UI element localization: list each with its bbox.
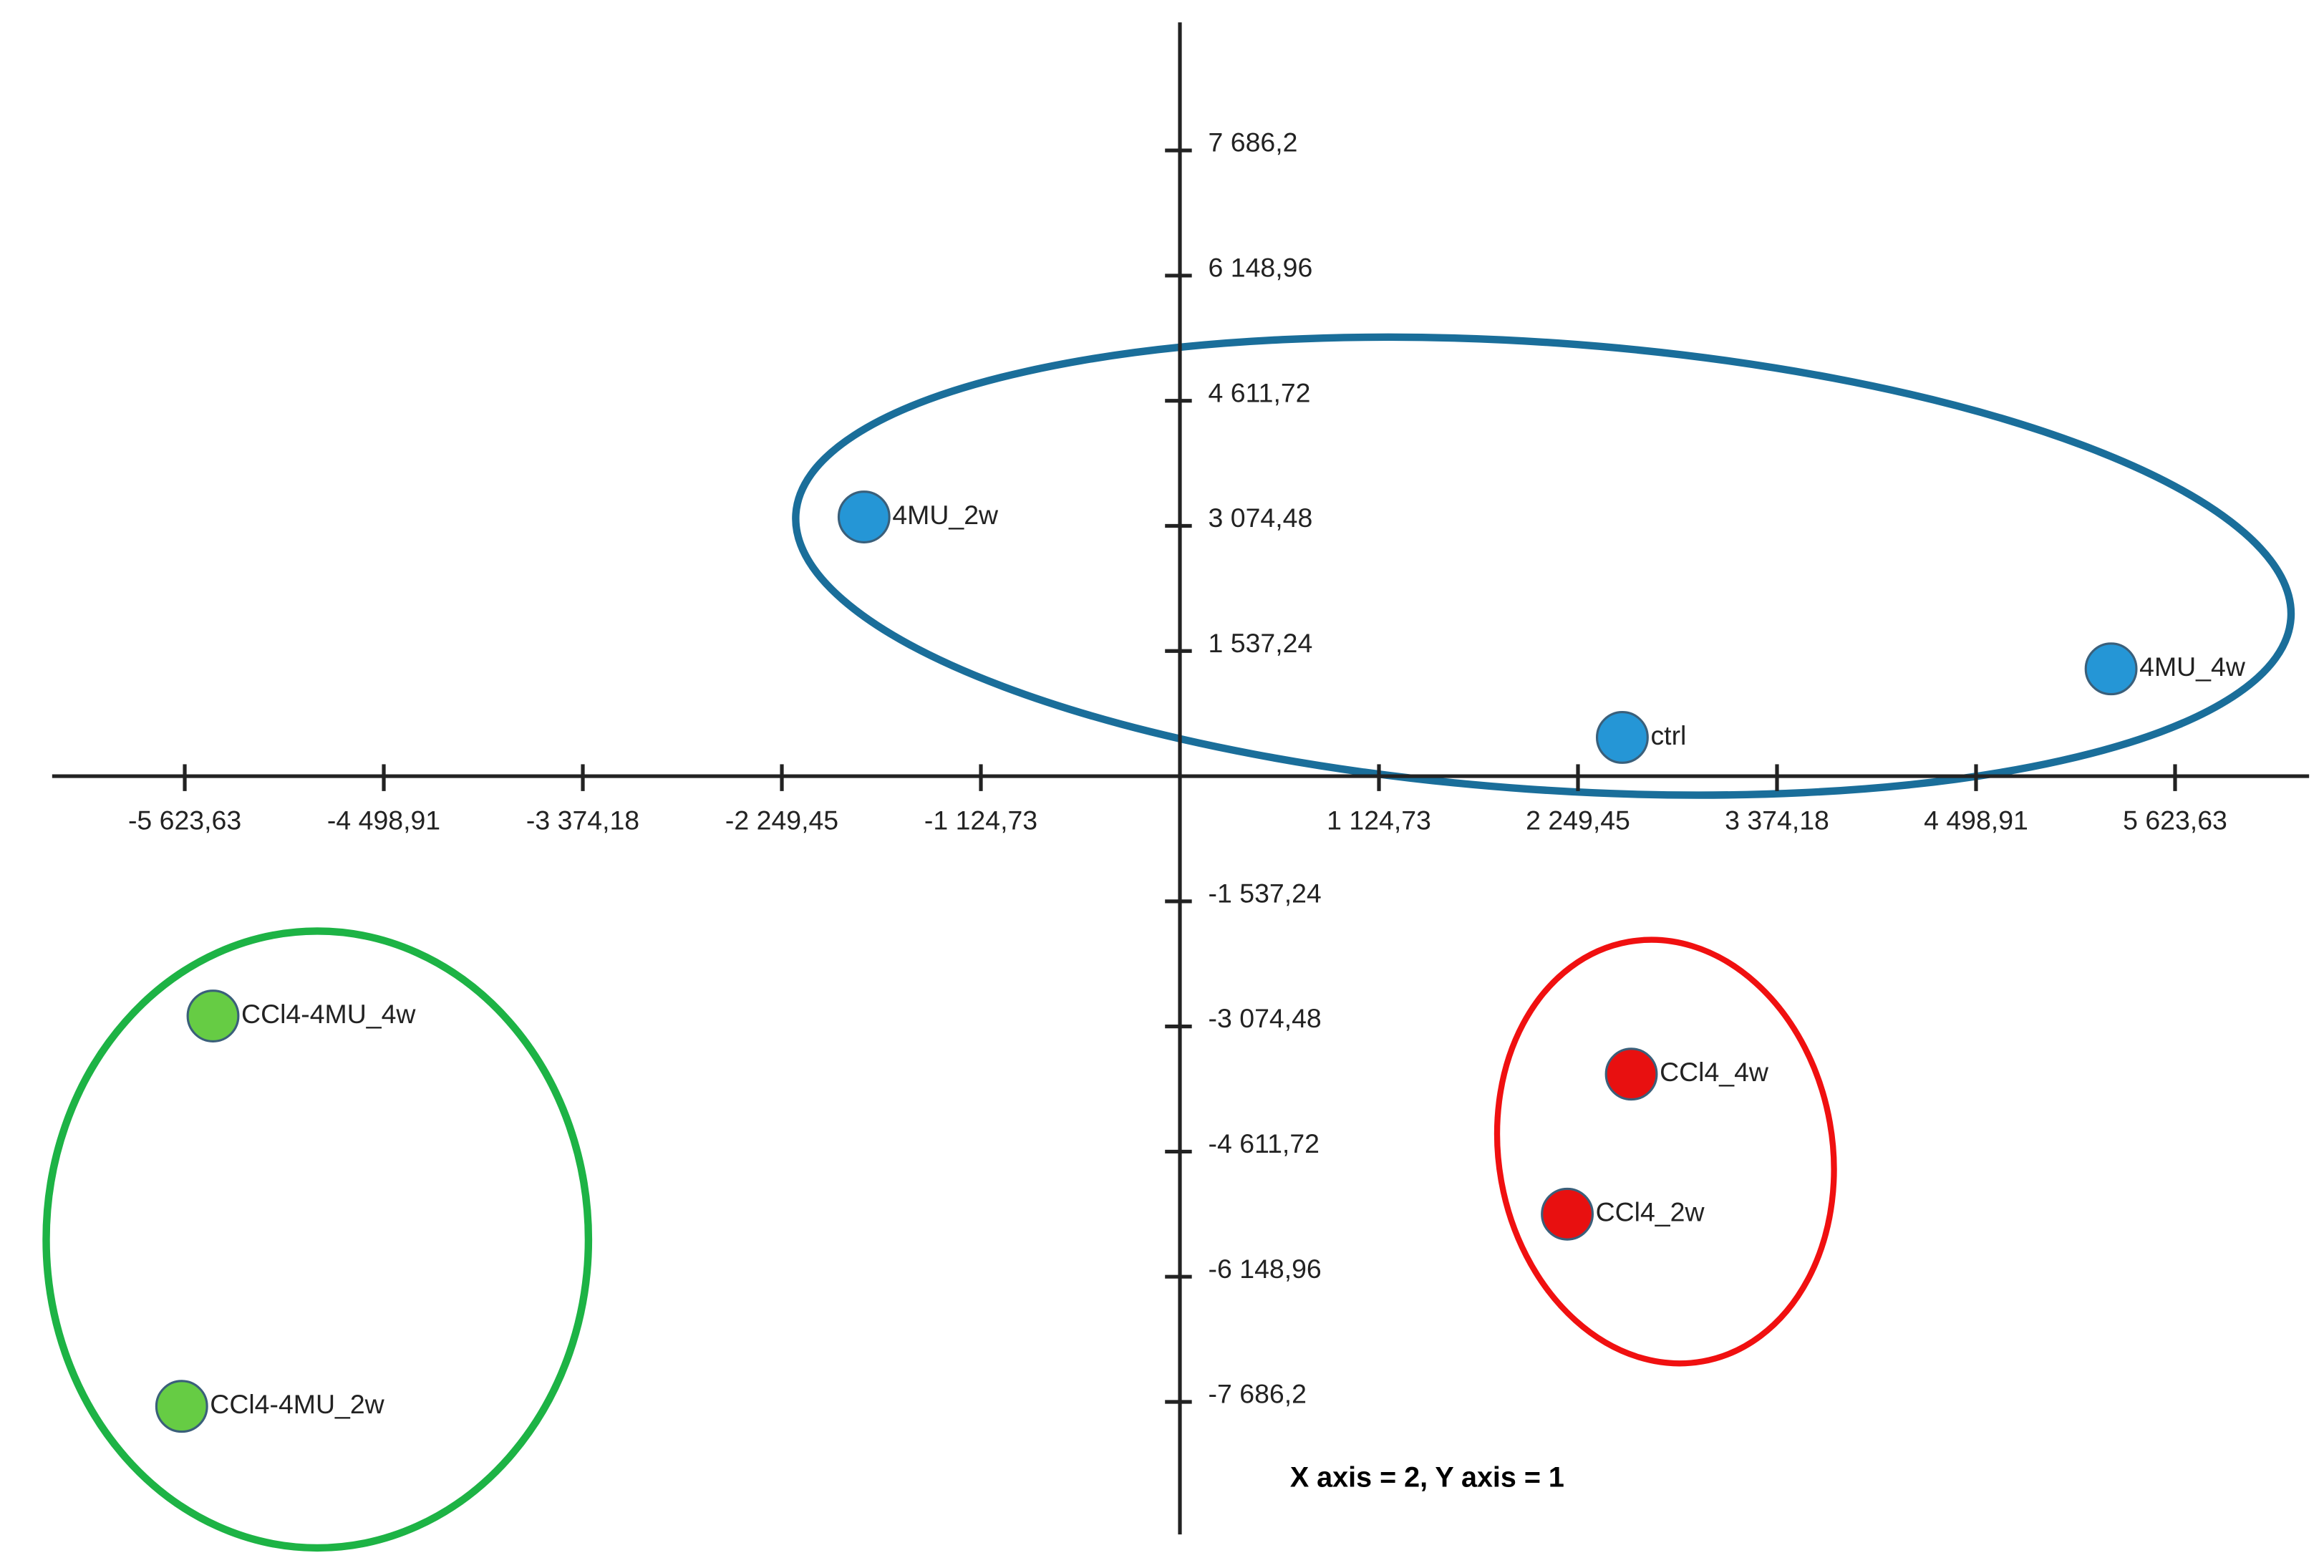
x-tick-label: 5 623,63 — [2123, 805, 2227, 835]
x-tick-label: -4 498,91 — [327, 805, 440, 835]
annotation: X axis = 2, Y axis = 1 — [1290, 1462, 1564, 1494]
y-tick-label: -4 611,72 — [1209, 1128, 1320, 1158]
y-tick-label: 1 537,24 — [1209, 628, 1313, 658]
group-ellipse — [42, 927, 593, 1552]
x-tick-label: -2 249,45 — [725, 805, 838, 835]
y-tick-label: 6 148,96 — [1209, 253, 1313, 283]
x-tick-label: -5 623,63 — [128, 805, 241, 835]
point — [1596, 711, 1649, 764]
point-label: 4MU_4w — [2139, 652, 2246, 682]
point-label: CCl4-4MU_2w — [210, 1389, 384, 1419]
point — [1604, 1047, 1658, 1101]
point — [2084, 642, 2138, 696]
point-label: CCl4_4w — [1660, 1057, 1769, 1087]
point — [155, 1380, 208, 1433]
y-tick-label: 4 611,72 — [1209, 377, 1311, 407]
x-tick-label: -1 124,73 — [924, 805, 1037, 835]
y-tick-label: -1 537,24 — [1209, 878, 1322, 908]
y-tick-label: -7 686,2 — [1209, 1379, 1307, 1409]
y-tick-label: 7 686,2 — [1209, 127, 1298, 158]
x-tick-label: -3 374,18 — [526, 805, 639, 835]
y-tick-label: -3 074,48 — [1209, 1003, 1322, 1033]
point-label: CCl4-4MU_4w — [241, 999, 416, 1029]
group-ellipse — [792, 333, 2295, 799]
point-label: 4MU_2w — [892, 500, 999, 530]
point-label: ctrl — [1650, 720, 1686, 750]
point — [186, 989, 240, 1042]
point — [837, 490, 891, 543]
group-ellipse — [1493, 937, 1837, 1367]
x-tick-label: 4 498,91 — [1924, 805, 2028, 835]
y-tick-label: 3 074,48 — [1209, 503, 1313, 533]
x-tick-label: 1 124,73 — [1327, 805, 1431, 835]
y-tick-label: -6 148,96 — [1209, 1254, 1322, 1284]
x-tick-label: 2 249,45 — [1526, 805, 1630, 835]
point — [1541, 1187, 1594, 1241]
point-label: CCl4_2w — [1596, 1197, 1705, 1227]
x-tick-label: 3 374,18 — [1725, 805, 1829, 835]
